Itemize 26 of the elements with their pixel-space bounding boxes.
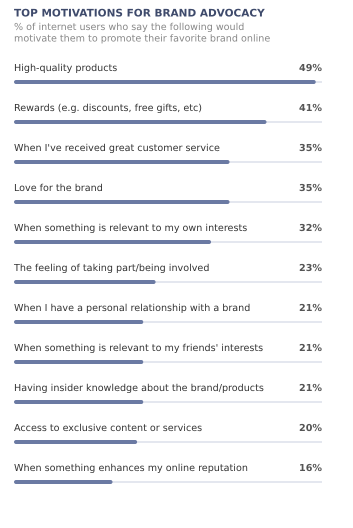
y-tick-label: When something is relevant to my friends' interests <box>14 343 264 354</box>
y-tick-label: Rewards (e.g. discounts, free gifts, etc) <box>14 103 202 114</box>
bar <box>14 80 316 84</box>
y-tick-label: The feeling of taking part/being involved <box>13 263 210 274</box>
data-label: 35% <box>299 183 322 194</box>
y-tick-label: When something enhances my online reputation <box>14 463 248 474</box>
y-tick-label: Access to exclusive content or services <box>14 423 202 434</box>
data-label: 35% <box>299 143 322 154</box>
data-label: 16% <box>299 463 322 474</box>
y-tick-label: When I have a personal relationship with a brand <box>14 303 250 314</box>
chart-subtitle: % of internet users who say the following would motivate them to promote their favorite brand online <box>14 22 270 44</box>
data-label: 32% <box>299 223 322 234</box>
bar <box>14 480 113 484</box>
data-label: 21% <box>299 383 322 394</box>
data-label: 41% <box>299 103 322 114</box>
data-label: 21% <box>299 303 322 314</box>
data-label: 21% <box>299 343 322 354</box>
y-tick-label: Love for the brand <box>14 183 103 194</box>
chart-title: TOP MOTIVATIONS FOR BRAND ADVOCACY <box>14 7 266 20</box>
data-label: 49% <box>299 63 322 74</box>
data-label: 23% <box>299 263 322 274</box>
y-tick-label: When I've received great customer service <box>14 143 220 154</box>
y-tick-label: High-quality products <box>14 63 118 74</box>
y-tick-label: Having insider knowledge about the brand/products <box>14 383 264 394</box>
data-label: 20% <box>299 423 322 434</box>
y-tick-label: When something is relevant to my own interests <box>14 223 248 234</box>
